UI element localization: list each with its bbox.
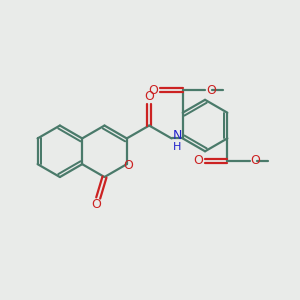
Text: O: O <box>123 159 133 172</box>
Text: N: N <box>172 129 182 142</box>
Text: O: O <box>206 84 216 97</box>
Text: O: O <box>193 154 203 167</box>
Text: H: H <box>173 142 182 152</box>
Text: O: O <box>144 90 154 103</box>
Text: O: O <box>250 154 260 167</box>
Text: O: O <box>148 84 158 97</box>
Text: O: O <box>92 198 101 211</box>
